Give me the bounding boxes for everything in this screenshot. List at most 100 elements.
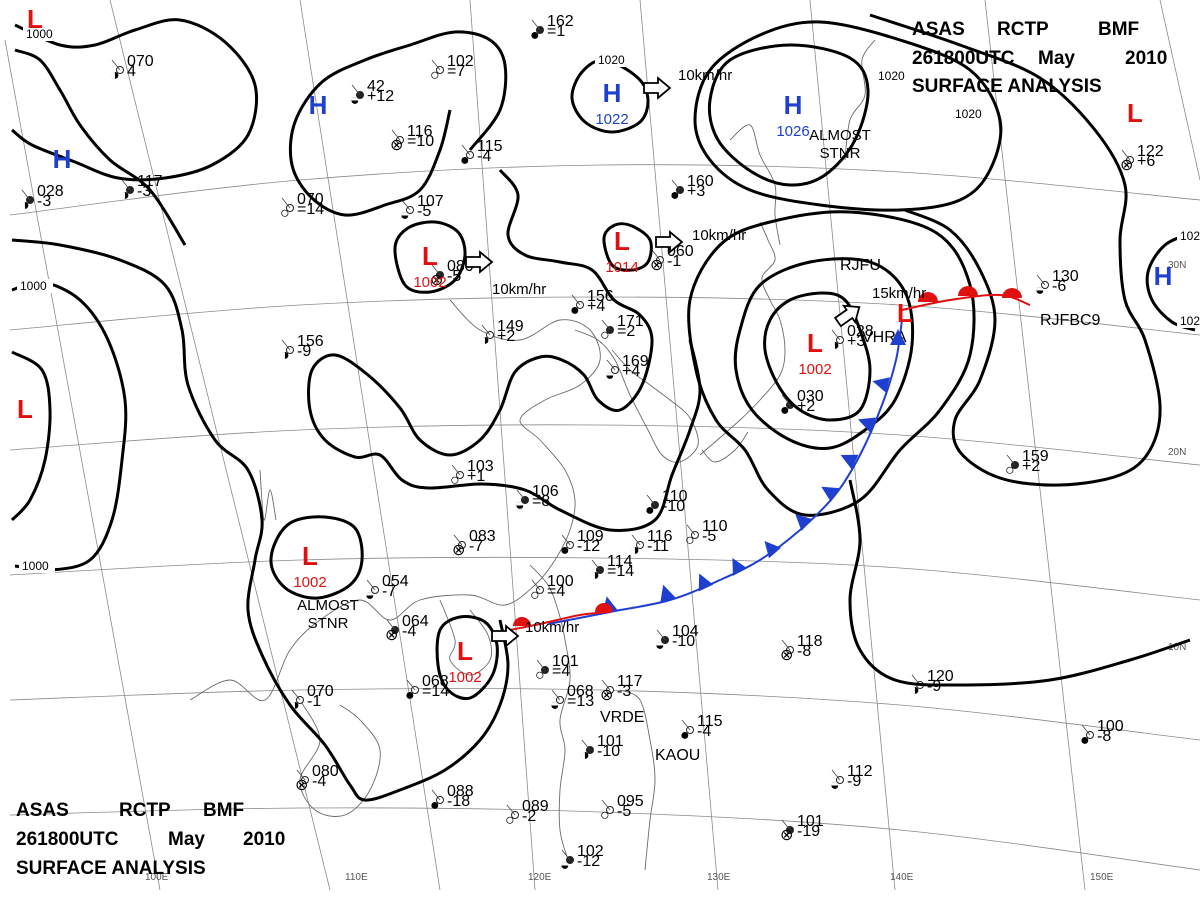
station-tendency: -5 bbox=[417, 203, 431, 220]
longitude-label: 100E bbox=[145, 872, 169, 883]
station-plot: 159+2 ○ bbox=[1005, 448, 1049, 479]
station-tendency: +2 bbox=[497, 328, 515, 345]
high-symbol: H bbox=[1154, 261, 1173, 291]
station-plot: 169+4 ◒ bbox=[605, 353, 649, 384]
station-pressure: 107 bbox=[417, 193, 444, 210]
station-weather-symbol: ⊗ bbox=[650, 257, 663, 274]
station-tendency: -8 bbox=[1097, 728, 1111, 745]
low-symbol: L bbox=[302, 541, 318, 571]
station-weather-symbol: ◑ bbox=[630, 542, 640, 559]
high-pressure-center: H bbox=[53, 144, 72, 174]
warm-front-semicircle bbox=[595, 603, 613, 612]
isobar-label-text: 1020 bbox=[1180, 314, 1200, 328]
latitude-line bbox=[9, 688, 1200, 741]
station-pressure: 117 bbox=[137, 173, 163, 190]
low-pressure-center: L 1014 bbox=[605, 226, 638, 276]
cold-front-triangle bbox=[698, 573, 714, 592]
title-time: 261800UTC bbox=[16, 829, 119, 850]
isobar-line bbox=[307, 169, 702, 532]
station-tendency: -12 bbox=[577, 538, 600, 555]
station-plot: 101=4 ○ bbox=[535, 653, 579, 684]
station-weather-symbol: ● bbox=[560, 542, 570, 559]
wind-barb bbox=[281, 339, 291, 351]
station-weather-symbol: ◒ bbox=[550, 697, 560, 714]
meridian-line bbox=[639, 0, 719, 891]
station-plot: 114=14 ◑ bbox=[590, 553, 634, 584]
isobar-line bbox=[288, 30, 508, 217]
wind-barb bbox=[781, 394, 791, 406]
annotations: 10km/hr 10km/hr 10km/hr 15km/hr 10km/hr ALMOS… bbox=[297, 67, 926, 648]
isobar-label-background bbox=[952, 107, 988, 121]
station-weather-symbol: ○ bbox=[600, 807, 610, 824]
station-tendency: -6 bbox=[1052, 278, 1066, 295]
station-weather-symbol: ⊗ bbox=[430, 272, 443, 289]
isobar-label: 1020 bbox=[1177, 229, 1200, 243]
wind-barb bbox=[606, 359, 616, 371]
station-id: KAOU bbox=[655, 747, 700, 764]
title-agency: ASAS bbox=[912, 19, 965, 40]
wind-barb bbox=[781, 639, 791, 651]
cold-front-triangle bbox=[764, 540, 782, 559]
wind-barb bbox=[656, 629, 666, 641]
coastline bbox=[844, 39, 876, 161]
latitude-line bbox=[9, 164, 1200, 216]
station-weather-symbol: ◑ bbox=[830, 337, 840, 354]
station-tendency: -10 bbox=[597, 743, 620, 760]
cold-front-triangle bbox=[795, 514, 813, 531]
station-weather-symbol: ⊗ bbox=[780, 647, 793, 664]
isobar-line bbox=[693, 20, 1003, 212]
station-id: RJFBC9 bbox=[1040, 312, 1101, 329]
station-tendency: =14 bbox=[297, 201, 324, 218]
high-pressure-center: H bbox=[309, 90, 328, 120]
wind-barb bbox=[21, 189, 31, 201]
low-pressure-center: L bbox=[27, 4, 43, 34]
station-plot: 117-3◑ bbox=[120, 173, 163, 204]
station-weather-symbol: ◑ bbox=[590, 567, 600, 584]
station-tendency: -4 bbox=[697, 723, 711, 740]
station-pressure: 103 bbox=[467, 458, 494, 475]
title-time: 261800UTC bbox=[912, 48, 1015, 69]
station-tendency: =7 bbox=[447, 63, 465, 80]
fronts bbox=[509, 286, 1031, 631]
high-pressure-value: 1022 bbox=[595, 111, 628, 128]
station-plot: 130-6 ◒ bbox=[1035, 268, 1079, 299]
station-weather-symbol: ○ bbox=[1005, 462, 1015, 479]
station-tendency: -9 bbox=[297, 343, 311, 360]
title-product: SURFACE ANALYSIS bbox=[16, 858, 206, 879]
wind-barb bbox=[781, 819, 791, 831]
station-plot: 149+2 ◑ bbox=[480, 318, 524, 349]
station-plot: 104-10 ◒ bbox=[655, 623, 699, 654]
motion-speed-label: 10km/hr bbox=[492, 281, 546, 298]
station-plot: 107-5 ◒ bbox=[400, 193, 444, 224]
station-pressure: 109 bbox=[577, 528, 604, 545]
station-weather-symbol: ● bbox=[780, 402, 790, 419]
coastline bbox=[439, 599, 493, 676]
isobar-label-text: 1000 bbox=[22, 559, 49, 573]
latitude-line bbox=[9, 424, 1200, 466]
cold-front-triangle bbox=[890, 329, 906, 345]
lat-lon-grid: 100E 110E 120E 130E 140E 150E 30N 20N 10N bbox=[4, 0, 1200, 891]
low-pressure-value: 1002 bbox=[293, 574, 326, 591]
station-weather-symbol: ● bbox=[680, 727, 690, 744]
isobar-label: 1000 bbox=[23, 27, 59, 41]
station-weather-symbol: ⊗ bbox=[390, 137, 403, 154]
station-tendency: -8 bbox=[797, 643, 811, 660]
station-plot: 064-4⊗ bbox=[385, 613, 429, 644]
isobar-line bbox=[763, 291, 872, 422]
motion-speed-label: 15km/hr bbox=[872, 285, 926, 302]
station-pressure: 102 bbox=[577, 843, 604, 860]
station-tendency: -4 bbox=[312, 773, 326, 790]
cold-front-triangle bbox=[858, 417, 876, 433]
wind-barb bbox=[516, 489, 526, 501]
wind-barb bbox=[121, 179, 131, 191]
isobar-label: 1000 bbox=[17, 279, 53, 293]
station-tendency: -9 bbox=[927, 678, 941, 695]
station-plot: 054-7 ◒ bbox=[365, 573, 409, 604]
station-tendency: -9 bbox=[847, 773, 861, 790]
low-symbol: L bbox=[27, 4, 43, 34]
station-tendency: -1 bbox=[667, 253, 681, 270]
station-plot: 030+2● bbox=[780, 388, 824, 419]
station-weather-symbol: ◒ bbox=[830, 777, 840, 794]
station-pressure: 117 bbox=[617, 673, 643, 690]
